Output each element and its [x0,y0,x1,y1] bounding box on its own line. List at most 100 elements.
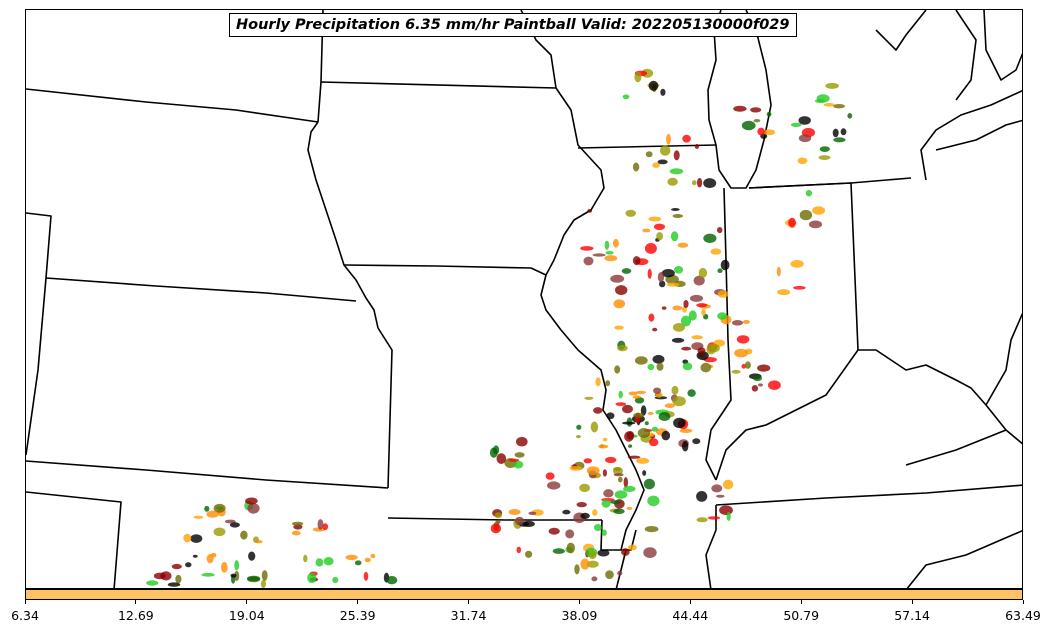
precip-blob [742,319,750,324]
precip-blob [645,151,653,158]
precip-blob [832,128,839,138]
precip-blob [697,177,703,188]
precip-blob [710,344,720,352]
precip-blob [291,521,304,526]
precip-blob [643,478,656,490]
precip-blob [717,227,723,234]
precip-blob [592,253,606,257]
precip-blob [658,412,671,421]
precip-blob [672,323,685,332]
ohio-river [715,349,1022,481]
precip-blob [805,189,813,197]
colorbar-tick-mark [135,600,137,604]
boundary-ia-il [540,87,645,551]
precip-blob [777,289,791,296]
precip-blob [788,217,796,228]
map-canvas [26,10,1022,588]
precip-blob [720,259,730,271]
precip-blob [637,428,651,438]
precip-blob [565,529,575,539]
colorbar-tick-label: 57.14 [894,608,931,623]
precip-blob [671,208,680,211]
precip-blob [221,561,228,573]
colorbar-tick-label: 50.79 [783,608,820,623]
precip-blob [642,470,647,476]
precip-blob [812,206,826,215]
precip-blob [644,421,649,426]
precip-blob [617,570,623,576]
upper-shore [875,10,1022,101]
precip-blob [763,129,776,136]
precip-blob [370,553,376,559]
precip-blob [587,209,593,213]
precip-blob [516,436,528,447]
precip-blob [494,512,502,519]
colorbar-tick-mark [689,600,691,604]
precip-blob [649,438,659,447]
precip-blob [682,440,689,452]
precip-blob [605,570,614,579]
boundary-wv [985,312,1022,406]
boundary-ne-ks [45,277,357,302]
precip-blob [687,389,696,397]
precip-blob [627,544,637,551]
precip-blob [604,240,610,250]
boundary-co-ks [26,277,47,456]
precip-blob [697,347,706,355]
precip-blob [659,145,671,156]
precip-blob [255,540,263,544]
precip-blob [701,309,706,316]
precip-blob [615,402,627,406]
precip-blob [819,146,830,153]
precip-blob [516,546,522,554]
precip-blob [601,499,611,508]
precip-blob [667,177,678,186]
precip-blob [562,509,571,515]
precip-blob [653,387,662,394]
boundary-ia-ne [307,121,379,329]
precip-blob [816,94,830,103]
precip-blob [674,266,684,274]
precip-blob [634,356,648,365]
precip-blob [586,466,600,475]
precip-blob [525,550,533,558]
precip-blob [598,444,609,449]
precip-blob [602,437,608,442]
precip-blob [522,520,535,527]
precip-blob [634,397,645,404]
precip-blob [206,510,219,518]
precip-blob [790,122,802,127]
precip-blob [612,238,619,248]
precip-blob [682,362,693,371]
precip-blob [363,571,369,581]
precip-blob [622,421,636,425]
precip-blob [185,562,192,568]
precip-blob [797,157,808,165]
colorbar-tick-label: 44.44 [672,608,709,623]
precip-blob [576,424,582,430]
precip-blob [632,162,640,172]
precip-blob [691,335,703,340]
precip-blob [648,313,655,322]
precip-blob [716,494,725,498]
precip-blob [317,519,324,530]
precip-blob [693,275,705,286]
precip-blob [632,395,641,399]
boundary-sd-mn [317,81,557,123]
precip-blob [633,412,645,418]
precip-blob [753,119,761,123]
precip-blob [618,476,623,483]
precip-blob [613,473,624,477]
precip-blob [386,576,398,585]
precip-blob [234,570,240,582]
precip-blob [644,526,659,533]
precip-blob [580,246,594,251]
precip-blob [508,458,520,462]
colorbar-tick-mark [24,600,26,604]
precip-blob [677,242,689,248]
precip-blob [652,162,660,168]
precip-blob [840,128,847,136]
precip-blob [717,312,728,320]
precip-blob [171,563,182,570]
precip-blob [234,560,240,571]
